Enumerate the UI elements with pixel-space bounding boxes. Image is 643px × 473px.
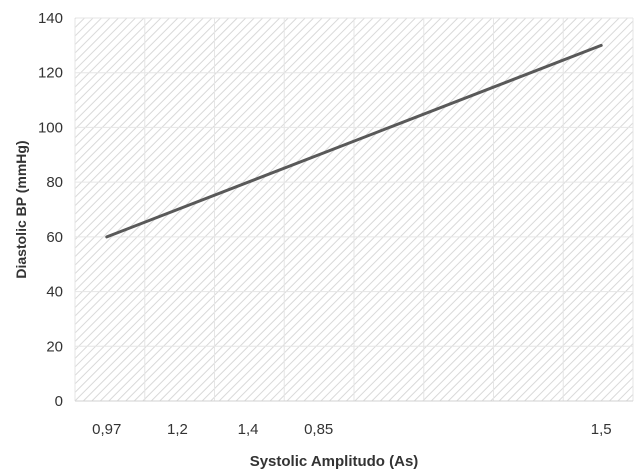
x-axis-title: Systolic Amplitudo (As) bbox=[250, 453, 419, 470]
series-line-0 bbox=[105, 43, 603, 239]
y-axis-ticks: 0 20 40 60 80 100 120 140 bbox=[38, 10, 63, 410]
x-tick-label: 0,85 bbox=[304, 421, 333, 438]
x-tick-label: 1,2 bbox=[167, 421, 188, 438]
y-axis-title: Diastolic BP (mmHg) bbox=[13, 140, 29, 278]
series-layer bbox=[105, 43, 603, 239]
y-tick-label: 140 bbox=[38, 10, 63, 27]
y-tick-label: 60 bbox=[46, 229, 63, 246]
x-tick-label: 0,97 bbox=[92, 421, 121, 438]
x-tick-label: 1,4 bbox=[238, 421, 259, 438]
y-tick-label: 100 bbox=[38, 119, 63, 136]
y-tick-label: 80 bbox=[46, 174, 63, 191]
y-tick-label: 40 bbox=[46, 284, 63, 301]
y-tick-label: 0 bbox=[55, 393, 63, 410]
x-tick-label: 1,5 bbox=[591, 421, 612, 438]
x-axis-ticks: 0,97 1,2 1,4 0,85 1,5 bbox=[92, 421, 611, 438]
y-tick-label: 120 bbox=[38, 65, 63, 82]
y-tick-label: 20 bbox=[46, 338, 63, 355]
gridlines bbox=[74, 17, 634, 402]
